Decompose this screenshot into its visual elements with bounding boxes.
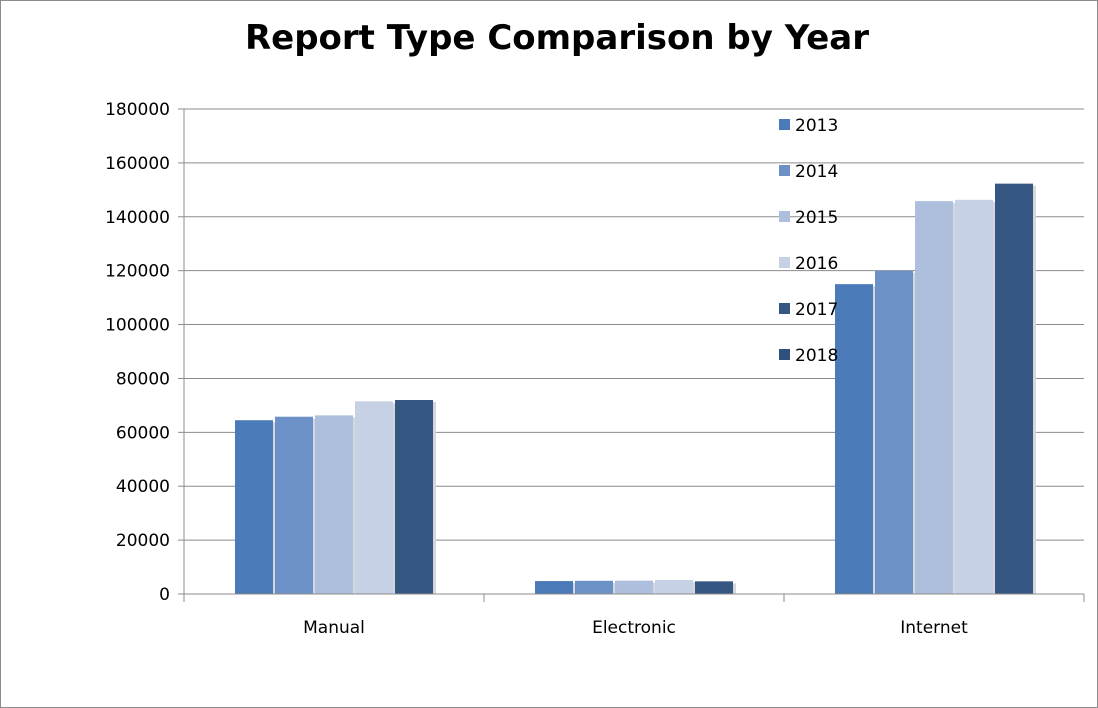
y-tick-label: 20000 [116, 531, 170, 551]
bar [835, 284, 873, 594]
bar [535, 581, 573, 594]
bar [915, 201, 953, 594]
bar [235, 420, 273, 594]
legend-label: 2013 [795, 116, 838, 136]
y-tick-label: 180000 [105, 100, 170, 120]
bar [875, 270, 913, 594]
bar [955, 199, 993, 594]
legend-swatch [779, 119, 790, 130]
legend-swatch [779, 165, 790, 176]
bar [395, 400, 433, 594]
y-tick-label: 100000 [105, 316, 170, 336]
bar [655, 579, 693, 594]
bar [575, 580, 613, 594]
chart-title: Report Type Comparison by Year [244, 18, 870, 58]
bar [315, 415, 353, 594]
legend-label: 2015 [795, 208, 838, 228]
y-tick-label: 60000 [116, 423, 170, 443]
bar [355, 401, 393, 594]
y-tick-label: 120000 [105, 262, 170, 282]
legend-swatch [779, 211, 790, 222]
legend-swatch [779, 349, 790, 360]
y-tick-label: 140000 [105, 208, 170, 228]
bar [995, 183, 1033, 594]
x-tick-label: Internet [900, 618, 968, 638]
legend-swatch [779, 303, 790, 314]
y-tick-label: 160000 [105, 154, 170, 174]
y-tick-label: 80000 [116, 369, 170, 389]
legend-label: 2014 [795, 162, 838, 182]
legend-label: 2018 [795, 346, 838, 366]
bar [695, 581, 733, 594]
legend: 2013 2014 2015 2016 2017 2018 [779, 116, 838, 366]
y-tick-label: 40000 [116, 477, 170, 497]
y-tick-label: 0 [159, 585, 170, 605]
bar [275, 416, 313, 594]
legend-swatch [779, 257, 790, 268]
legend-label: 2016 [795, 254, 838, 274]
axes: 0 20000 40000 60000 80000 100000 120000 140000 1… [105, 100, 1085, 638]
x-tick-label: Manual [303, 618, 365, 638]
bars [235, 183, 1036, 594]
x-tick-label: Electronic [592, 618, 676, 638]
bar [615, 580, 653, 594]
legend-label: 2017 [795, 300, 838, 320]
